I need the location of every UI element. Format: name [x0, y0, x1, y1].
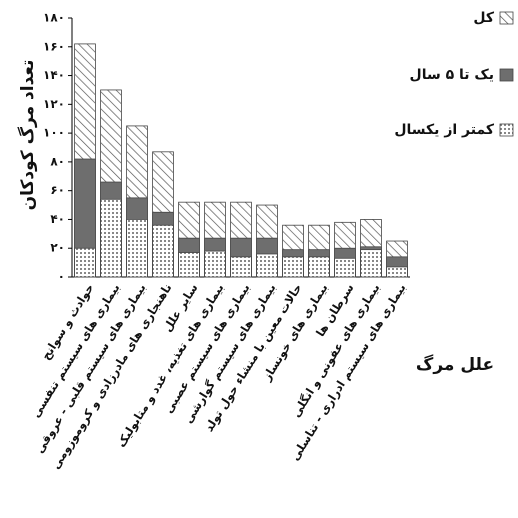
- legend-swatch: [499, 68, 514, 82]
- legend-swatch: [499, 123, 514, 137]
- bar: [178, 252, 200, 278]
- bar: [204, 250, 226, 278]
- y-tick-label: ۶۰: [50, 183, 65, 197]
- bar: [386, 266, 408, 278]
- y-tick-label: ۱۲۰: [43, 97, 65, 111]
- legend-label: کل: [473, 10, 494, 26]
- bar: [308, 256, 330, 278]
- bar: [230, 256, 252, 278]
- y-tick-label: ۱۸۰: [43, 11, 65, 25]
- y-tick-label: ۱۴۰: [43, 68, 65, 82]
- x-axis-title: علل مرگ: [416, 355, 494, 375]
- bar: [126, 219, 148, 278]
- y-tick-label: ۱۰۰: [43, 126, 65, 140]
- bar: [256, 253, 278, 278]
- bar: [334, 257, 356, 278]
- legend-label: کمتر از یکسال: [394, 122, 494, 138]
- bar: [360, 249, 382, 278]
- bar: [282, 256, 304, 278]
- bar: [100, 198, 122, 278]
- y-tick-label: ۲۰: [50, 241, 65, 255]
- bar: [152, 224, 174, 278]
- y-tick-label: ۱۶۰: [43, 39, 65, 53]
- y-tick-label: ۰: [58, 270, 65, 284]
- y-tick-label: ۸۰: [50, 154, 65, 168]
- bar: [74, 247, 96, 278]
- legend-label: یک تا ۵ سال: [410, 67, 494, 83]
- legend-swatch: [499, 11, 514, 25]
- y-axis-title: تعداد مرگ کودکان: [18, 60, 38, 211]
- y-tick-label: ۴۰: [50, 212, 65, 226]
